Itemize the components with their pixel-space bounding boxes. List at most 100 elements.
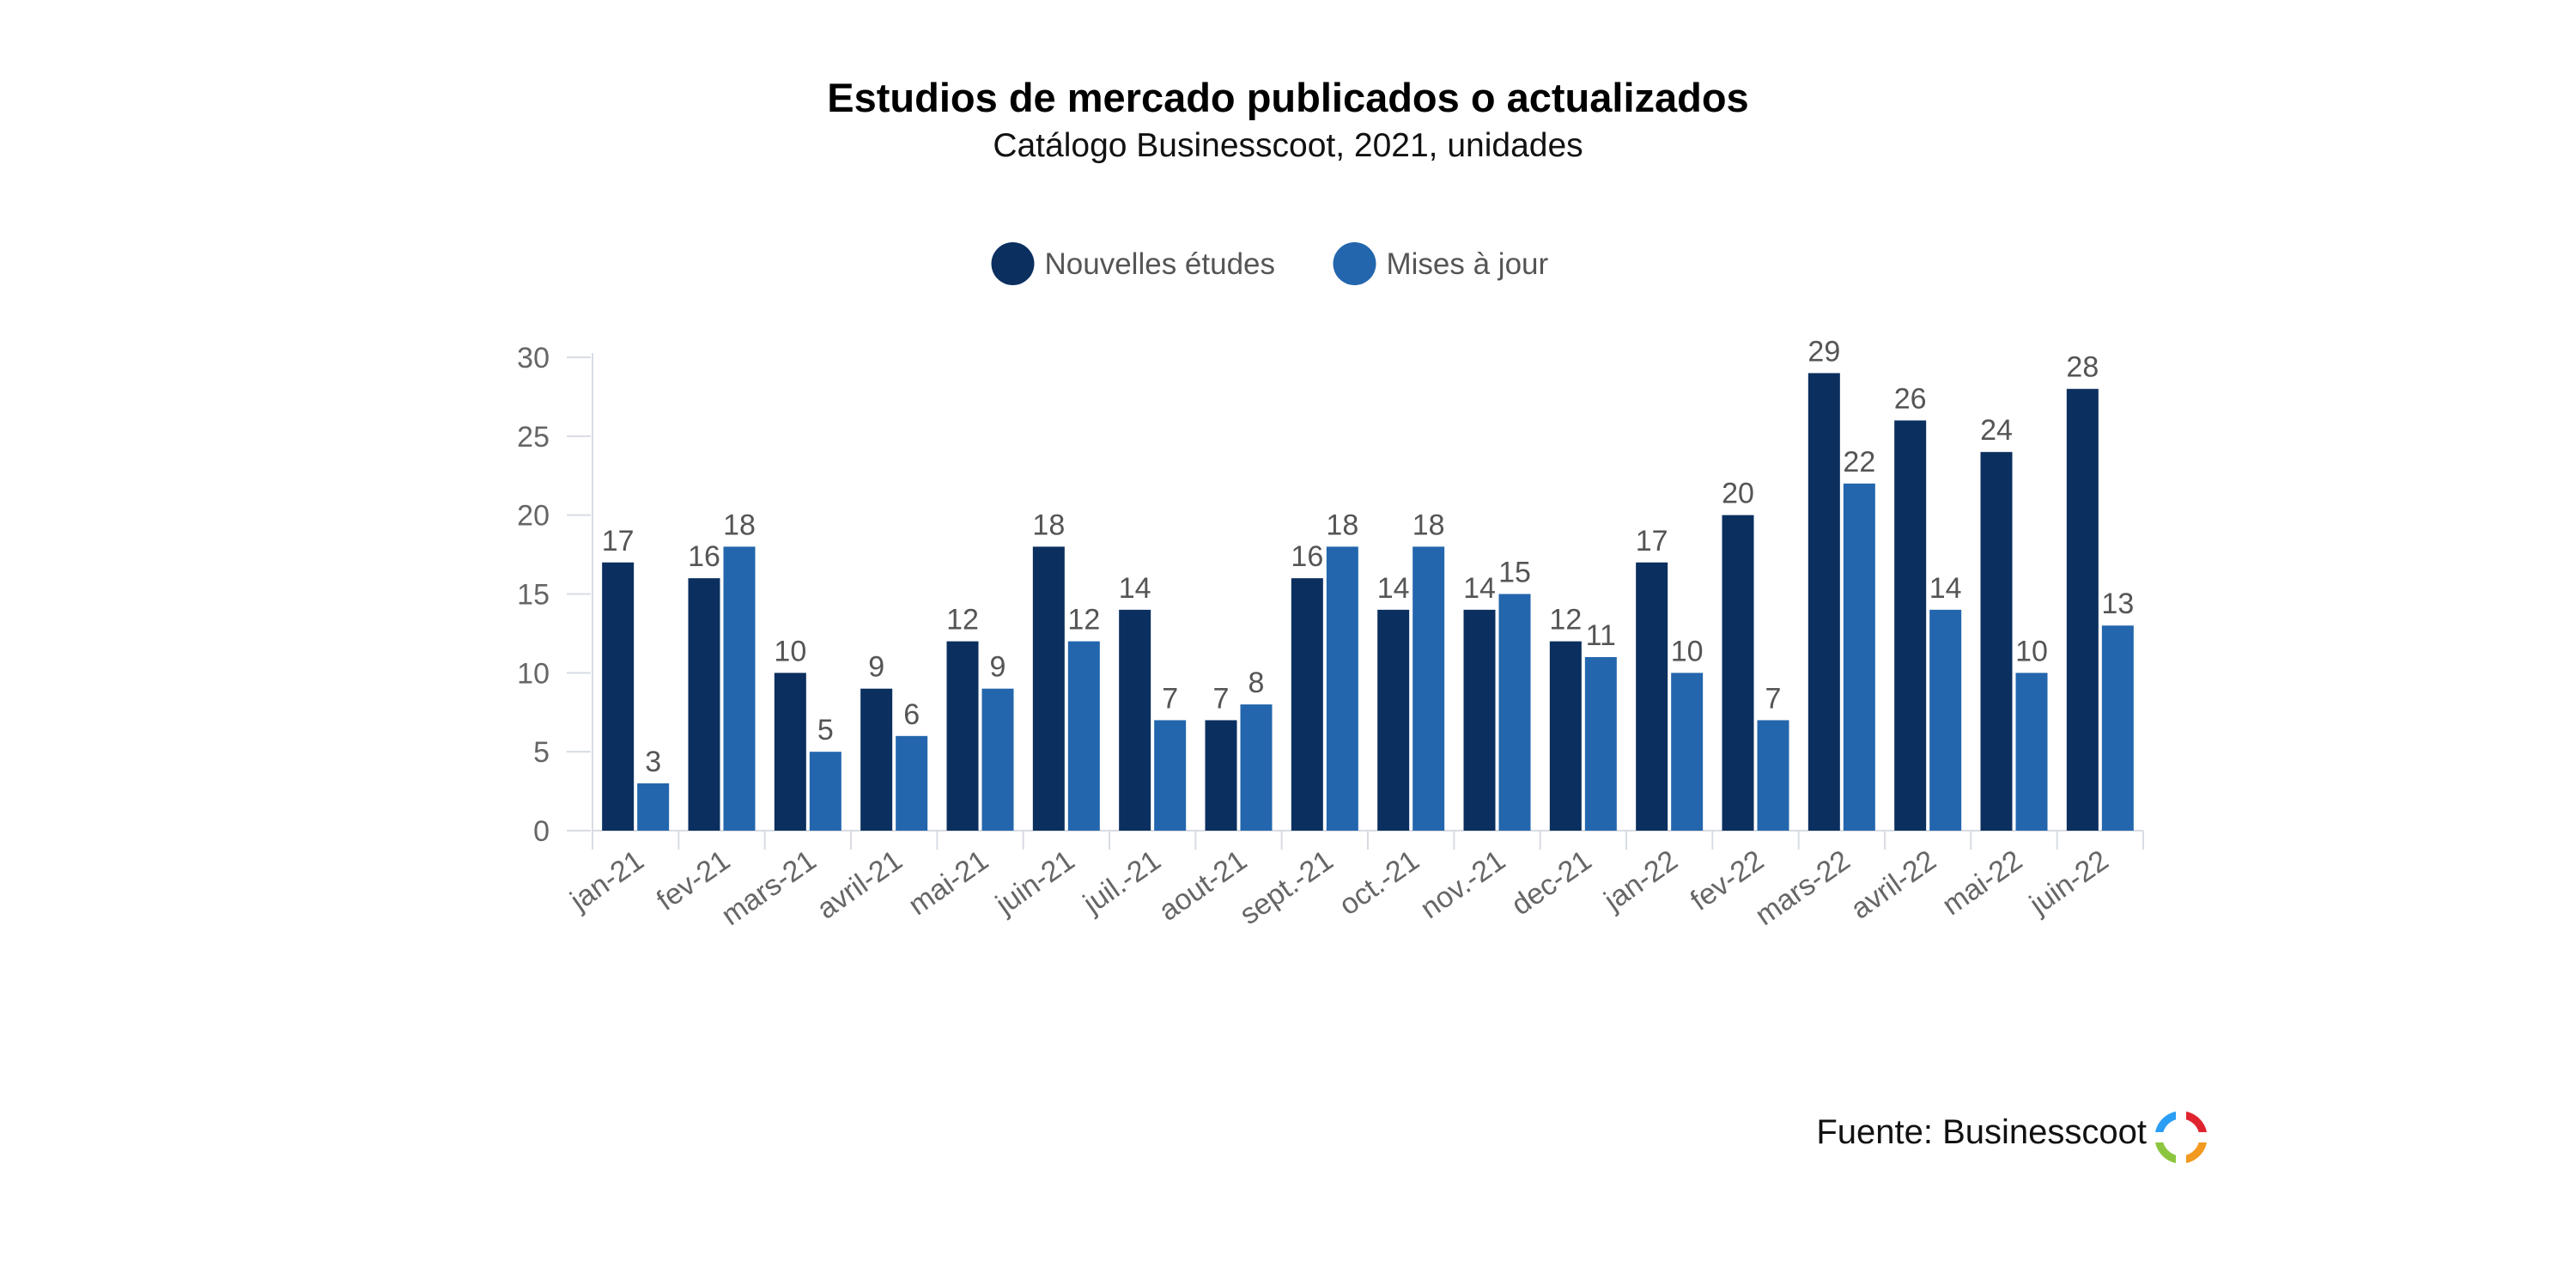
bar-mises-a-jour (1067, 641, 1100, 831)
bar-mises-a-jour (1498, 594, 1531, 831)
bar-mises-a-jour (1240, 704, 1273, 831)
data-label: 18 (1413, 509, 1445, 541)
y-tick-label: 25 (517, 421, 550, 454)
bar-nouvelles-etudes (1291, 578, 1323, 831)
bar-mises-a-jour (1584, 656, 1617, 831)
data-label: 9 (868, 651, 884, 684)
x-tick-label: nov.-21 (1414, 844, 1511, 925)
data-label: 14 (1119, 572, 1151, 605)
bar-mises-a-jour (723, 546, 756, 831)
data-label: 29 (1807, 335, 1840, 368)
data-label: 18 (1032, 509, 1065, 541)
data-label: 9 (990, 651, 1006, 684)
x-tick-label: juin-22 (2023, 844, 2114, 921)
x-tick-label: avril-21 (811, 844, 908, 925)
data-label: 10 (1671, 635, 1704, 667)
bar-nouvelles-etudes (1119, 609, 1151, 831)
data-label: 7 (1162, 682, 1178, 715)
y-tick-label: 10 (517, 657, 550, 690)
y-tick-label: 15 (517, 579, 550, 612)
source-note: Fuente: Businesscoot (1816, 1113, 2147, 1151)
bar-mises-a-jour (896, 735, 928, 831)
y-tick-label: 0 (533, 815, 550, 848)
bar-mises-a-jour (1154, 720, 1187, 831)
bar-nouvelles-etudes (1980, 452, 2013, 831)
bar-nouvelles-etudes (946, 641, 979, 831)
bar-nouvelles-etudes (1205, 720, 1237, 831)
x-tick-label: jan-21 (564, 844, 650, 917)
bar-nouvelles-etudes (688, 578, 720, 831)
x-tick-label: mai-21 (902, 844, 994, 922)
data-label: 5 (817, 714, 834, 746)
data-label: 17 (1636, 525, 1668, 557)
data-label: 15 (1498, 557, 1531, 589)
bar-mises-a-jour (1929, 609, 1962, 831)
bar-nouvelles-etudes (1636, 562, 1668, 831)
data-label: 11 (1586, 619, 1616, 652)
data-label: 14 (1463, 572, 1496, 605)
bar-nouvelles-etudes (602, 562, 635, 831)
x-tick-label: avril-22 (1845, 844, 1942, 925)
bar-nouvelles-etudes (2066, 388, 2099, 831)
bar-nouvelles-etudes (1549, 641, 1582, 831)
data-label: 17 (602, 525, 635, 557)
legend-marker (1333, 242, 1376, 285)
bar-nouvelles-etudes (1894, 420, 1927, 831)
x-tick-label: juin-21 (989, 844, 1080, 921)
bar-nouvelles-etudes (1377, 609, 1410, 831)
bar-mises-a-jour (1326, 546, 1358, 831)
bar-mises-a-jour (1671, 673, 1704, 831)
data-label: 8 (1249, 667, 1265, 699)
data-label: 10 (774, 635, 806, 667)
bar-mises-a-jour (1843, 483, 1875, 831)
bar-mises-a-jour (809, 752, 841, 831)
chart-title: Estudios de mercado publicados o actuali… (827, 75, 1749, 120)
data-label: 28 (2066, 351, 2099, 384)
bar-nouvelles-etudes (1722, 515, 1754, 831)
x-tick-label: mars-22 (1749, 844, 1856, 932)
data-label: 7 (1213, 682, 1230, 715)
x-tick-label: juil.-21 (1077, 844, 1167, 920)
data-label: 7 (1765, 682, 1782, 715)
bar-mises-a-jour (1757, 720, 1789, 831)
y-tick-label: 20 (517, 500, 550, 533)
bar-mises-a-jour (2015, 673, 2048, 831)
data-label: 12 (1067, 604, 1100, 637)
data-label: 22 (1843, 446, 1875, 478)
x-tick-label: mars-21 (715, 844, 822, 932)
data-label: 3 (645, 746, 661, 778)
bar-mises-a-jour (981, 688, 1014, 831)
bar-nouvelles-etudes (1463, 609, 1496, 831)
data-label: 12 (1549, 604, 1582, 637)
y-tick-label: 5 (533, 736, 550, 769)
data-label: 26 (1894, 382, 1927, 415)
bar-nouvelles-etudes (860, 688, 893, 831)
data-label: 14 (1929, 572, 1962, 605)
x-tick-label: mai-22 (1936, 844, 2028, 922)
data-label: 16 (1291, 540, 1323, 573)
x-tick-label: sept.-21 (1234, 844, 1339, 931)
data-label: 10 (2015, 635, 2048, 667)
data-label: 24 (1980, 414, 2013, 447)
x-tick-label: aout-21 (1153, 844, 1253, 927)
x-tick-label: dec-21 (1505, 844, 1597, 922)
data-label: 16 (688, 540, 720, 573)
data-label: 6 (903, 698, 920, 731)
bar-mises-a-jour (637, 783, 670, 831)
bar-nouvelles-etudes (1032, 546, 1065, 831)
legend-label: Nouvelles études (1045, 247, 1276, 281)
x-tick-label: oct.-21 (1334, 844, 1425, 922)
data-label: 14 (1377, 572, 1410, 605)
businesscoot-logo-icon (2154, 1110, 2208, 1165)
data-label: 12 (946, 604, 979, 637)
bar-nouvelles-etudes (774, 673, 806, 831)
data-label: 13 (2101, 588, 2134, 620)
bar-mises-a-jour (2101, 625, 2134, 831)
x-tick-label: jan-22 (1598, 844, 1684, 917)
legend-marker (991, 242, 1035, 285)
data-label: 18 (1326, 509, 1358, 541)
bar-mises-a-jour (1413, 546, 1445, 831)
legend-label: Mises à jour (1387, 247, 1549, 281)
bar-nouvelles-etudes (1807, 373, 1840, 831)
